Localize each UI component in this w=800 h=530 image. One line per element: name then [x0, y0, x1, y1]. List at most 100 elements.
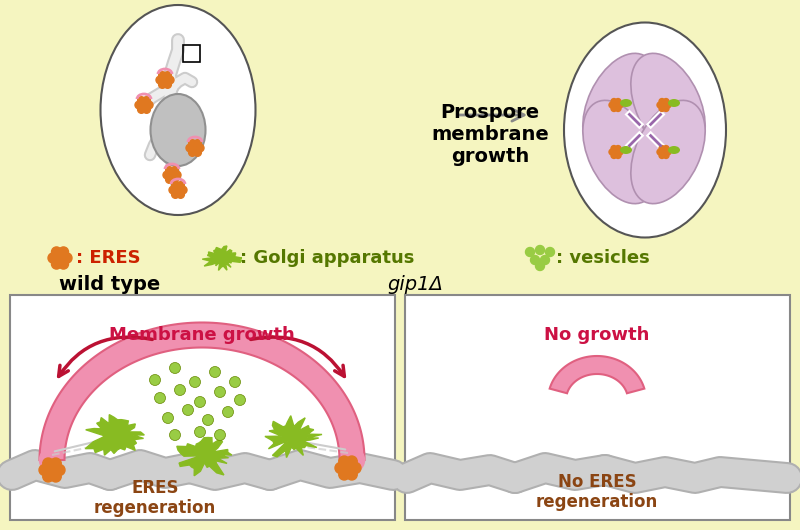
Circle shape — [166, 167, 173, 174]
Polygon shape — [39, 323, 365, 460]
Circle shape — [138, 106, 145, 113]
Circle shape — [346, 469, 358, 480]
Circle shape — [170, 172, 174, 178]
Text: gip1Δ: gip1Δ — [387, 276, 443, 295]
Circle shape — [48, 466, 56, 474]
Circle shape — [335, 463, 346, 473]
Circle shape — [615, 99, 621, 104]
Circle shape — [663, 105, 669, 111]
Circle shape — [665, 149, 671, 155]
Circle shape — [614, 103, 618, 107]
Circle shape — [663, 146, 669, 152]
Ellipse shape — [620, 146, 632, 154]
Circle shape — [50, 471, 62, 482]
Text: : Golgi apparatus: : Golgi apparatus — [240, 249, 414, 267]
Circle shape — [174, 171, 181, 179]
Circle shape — [234, 394, 246, 405]
Circle shape — [171, 176, 178, 183]
Circle shape — [150, 375, 161, 385]
Circle shape — [202, 414, 214, 426]
Circle shape — [169, 186, 177, 194]
Circle shape — [42, 471, 54, 482]
Circle shape — [338, 456, 350, 467]
Polygon shape — [177, 437, 232, 476]
Ellipse shape — [631, 100, 705, 204]
Circle shape — [156, 76, 163, 84]
Circle shape — [166, 176, 173, 183]
Circle shape — [230, 376, 241, 387]
Circle shape — [194, 149, 202, 156]
Circle shape — [58, 259, 69, 269]
Circle shape — [189, 149, 196, 156]
Circle shape — [663, 153, 669, 158]
Text: Membrane growth: Membrane growth — [109, 326, 295, 344]
Circle shape — [659, 153, 665, 158]
Circle shape — [54, 464, 65, 475]
Circle shape — [665, 102, 671, 108]
Circle shape — [526, 248, 534, 257]
Text: ERES
regeneration: ERES regeneration — [94, 479, 216, 517]
Text: No growth: No growth — [544, 326, 650, 344]
Circle shape — [135, 101, 142, 109]
Circle shape — [657, 149, 663, 155]
Circle shape — [214, 386, 226, 398]
Circle shape — [48, 253, 58, 263]
Circle shape — [174, 384, 186, 395]
Circle shape — [166, 76, 174, 84]
Circle shape — [615, 153, 621, 158]
Circle shape — [194, 427, 206, 437]
Circle shape — [338, 469, 350, 480]
Circle shape — [615, 146, 621, 152]
Circle shape — [158, 72, 166, 80]
Circle shape — [172, 182, 179, 189]
Circle shape — [158, 81, 166, 89]
Circle shape — [175, 187, 181, 193]
Circle shape — [609, 102, 615, 108]
Circle shape — [194, 396, 206, 408]
Circle shape — [177, 191, 184, 198]
Ellipse shape — [668, 99, 680, 107]
Text: Prospore
membrane
growth: Prospore membrane growth — [431, 103, 549, 166]
Circle shape — [663, 99, 669, 104]
Circle shape — [179, 186, 187, 194]
Ellipse shape — [668, 146, 680, 154]
Circle shape — [192, 145, 198, 151]
Bar — [183, 45, 200, 62]
Text: No ERES
regeneration: No ERES regeneration — [536, 473, 658, 511]
Circle shape — [541, 255, 550, 264]
Circle shape — [662, 103, 666, 107]
Circle shape — [58, 247, 69, 257]
Circle shape — [617, 149, 623, 155]
Bar — [405, 295, 790, 520]
Circle shape — [142, 102, 146, 108]
Text: wild type: wild type — [59, 276, 161, 295]
Polygon shape — [352, 447, 365, 473]
Circle shape — [42, 458, 54, 469]
Circle shape — [162, 412, 174, 423]
Ellipse shape — [620, 99, 632, 107]
Ellipse shape — [150, 94, 206, 166]
Circle shape — [143, 96, 150, 104]
Circle shape — [615, 105, 621, 111]
Circle shape — [138, 96, 145, 104]
Circle shape — [51, 247, 62, 257]
Polygon shape — [202, 246, 242, 270]
Circle shape — [190, 376, 201, 387]
Circle shape — [170, 363, 181, 374]
Circle shape — [611, 153, 617, 158]
Ellipse shape — [583, 54, 657, 157]
Polygon shape — [86, 414, 144, 455]
Circle shape — [535, 245, 545, 254]
Circle shape — [162, 77, 168, 83]
Circle shape — [214, 429, 226, 440]
Circle shape — [51, 259, 62, 269]
Circle shape — [530, 255, 539, 264]
Circle shape — [611, 146, 617, 152]
Circle shape — [659, 146, 665, 152]
Circle shape — [344, 464, 352, 472]
Circle shape — [163, 171, 170, 179]
Circle shape — [546, 248, 554, 257]
Text: : vesicles: : vesicles — [556, 249, 650, 267]
Circle shape — [197, 144, 204, 152]
Circle shape — [170, 429, 181, 440]
